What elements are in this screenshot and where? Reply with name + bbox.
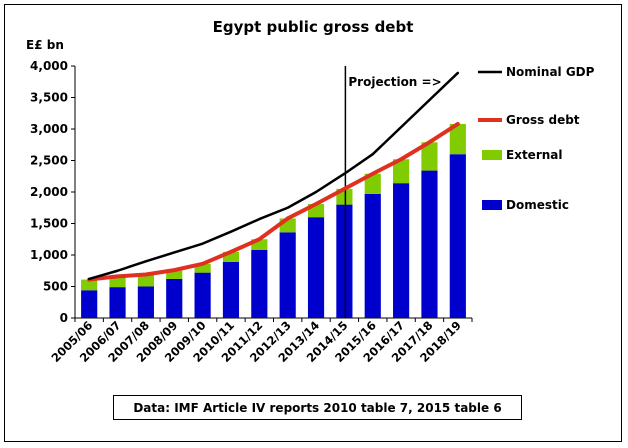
bar-external (109, 276, 126, 288)
y-tick-label: 3,000 (30, 122, 68, 136)
line-gross-debt (87, 121, 460, 282)
bar-domestic (109, 287, 126, 318)
legend-swatch-domestic (482, 200, 502, 210)
bar-domestic (449, 154, 466, 318)
bar-external (421, 142, 438, 171)
line-nominal-gdp (87, 71, 460, 281)
bar-external (364, 173, 381, 194)
bar-domestic (393, 183, 410, 318)
y-tick-label: 2,500 (30, 154, 68, 168)
bar-external (137, 274, 154, 287)
bar-external (449, 123, 466, 155)
legend-label-gross-debt: Gross debt (506, 113, 580, 127)
plot-area: 05001,0001,5002,0002,5003,0003,5004,0002… (30, 59, 595, 365)
bar-domestic (251, 249, 268, 318)
bar-domestic (279, 232, 296, 318)
bar-external (251, 239, 268, 250)
legend-label-nominal-gdp: Nominal GDP (506, 65, 595, 79)
bar-external (393, 159, 410, 184)
chart-title: Egypt public gross debt (213, 18, 414, 36)
source-note: Data: IMF Article IV reports 2010 table … (113, 395, 522, 420)
legend-label-external: External (506, 148, 562, 162)
y-axis-unit: E£ bn (26, 38, 64, 52)
y-tick-label: 500 (43, 280, 68, 294)
bar-domestic (166, 278, 183, 318)
y-tick-label: 0 (60, 311, 68, 325)
bar-domestic (336, 204, 353, 318)
bar-external (81, 279, 98, 291)
y-tick-label: 1,000 (30, 248, 68, 262)
bar-domestic (194, 272, 211, 318)
projection-label: Projection => (348, 75, 441, 89)
bar-domestic (307, 217, 325, 318)
bar-external (222, 251, 240, 262)
bar-domestic (222, 261, 240, 318)
bar-external (194, 263, 211, 273)
legend-label-domestic: Domestic (506, 198, 569, 212)
y-tick-label: 3,500 (30, 91, 68, 105)
y-tick-label: 1,500 (30, 217, 68, 231)
y-tick-label: 4,000 (30, 59, 68, 73)
bar-external (166, 270, 183, 279)
bar-domestic (137, 286, 154, 318)
y-tick-label: 2,000 (30, 185, 68, 199)
bar-domestic (81, 290, 98, 318)
legend-swatch-external (482, 150, 502, 160)
bar-domestic (421, 170, 438, 318)
bar-domestic (364, 193, 381, 318)
